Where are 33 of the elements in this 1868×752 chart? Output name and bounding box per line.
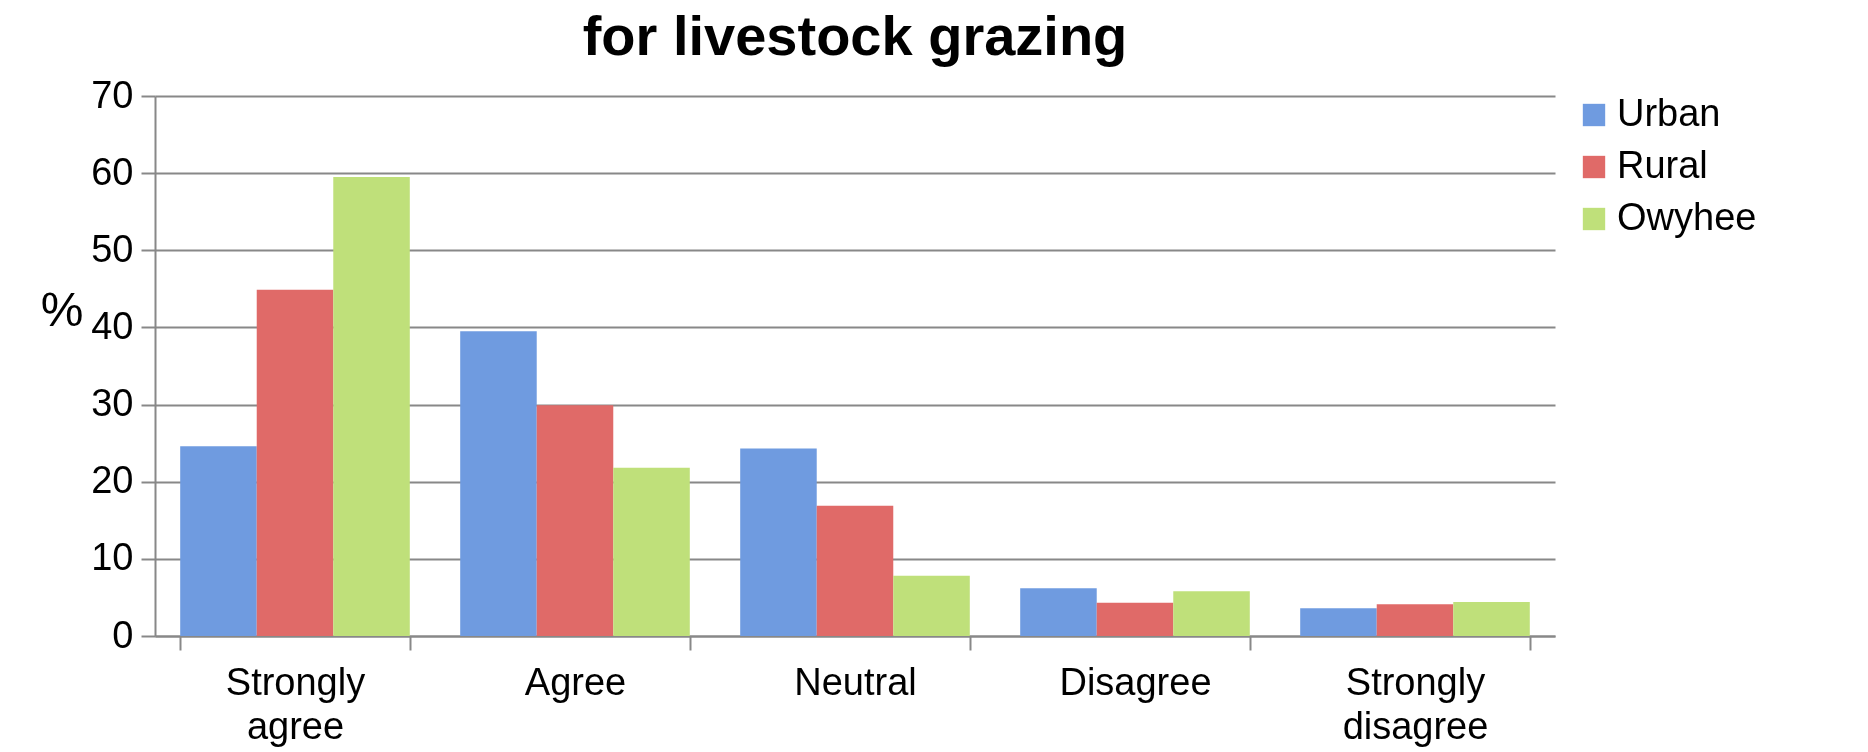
bar <box>1020 588 1097 636</box>
y-tick-label: 20 <box>91 459 134 502</box>
y-tick-label: 30 <box>91 382 134 425</box>
x-tick-label: Strongly agree <box>225 660 366 747</box>
bar <box>180 446 257 636</box>
x-tick-label: Disagree <box>1059 660 1212 703</box>
bar <box>1376 604 1454 636</box>
legend-label: Rural <box>1617 144 1708 186</box>
x-tick-label: Agree <box>524 660 627 703</box>
bar <box>1453 602 1530 636</box>
x-tick-label: Strongly disagree <box>1342 660 1489 747</box>
y-axis-title: % <box>40 282 84 336</box>
bar <box>1096 602 1174 636</box>
y-tick-label: 10 <box>91 536 134 579</box>
y-tick-label: 0 <box>112 613 134 656</box>
y-tick-label: 40 <box>91 304 134 347</box>
bar <box>816 505 894 636</box>
bar <box>613 467 690 636</box>
bar <box>1300 608 1377 636</box>
y-tick-label: 70 <box>91 73 134 116</box>
legend-label: Urban <box>1617 92 1721 134</box>
y-tick-label: 50 <box>91 227 134 270</box>
bar <box>1173 591 1250 636</box>
x-tick-label: Neutral <box>794 660 917 703</box>
bar <box>740 448 817 636</box>
bar <box>333 177 410 636</box>
bar <box>460 331 537 636</box>
chart-title: for livestock grazing <box>582 4 1128 67</box>
bar <box>536 405 614 636</box>
legend-label: Owyhee <box>1617 196 1757 238</box>
bar <box>893 575 970 636</box>
bar <box>256 289 334 636</box>
y-tick-label: 60 <box>91 150 134 193</box>
